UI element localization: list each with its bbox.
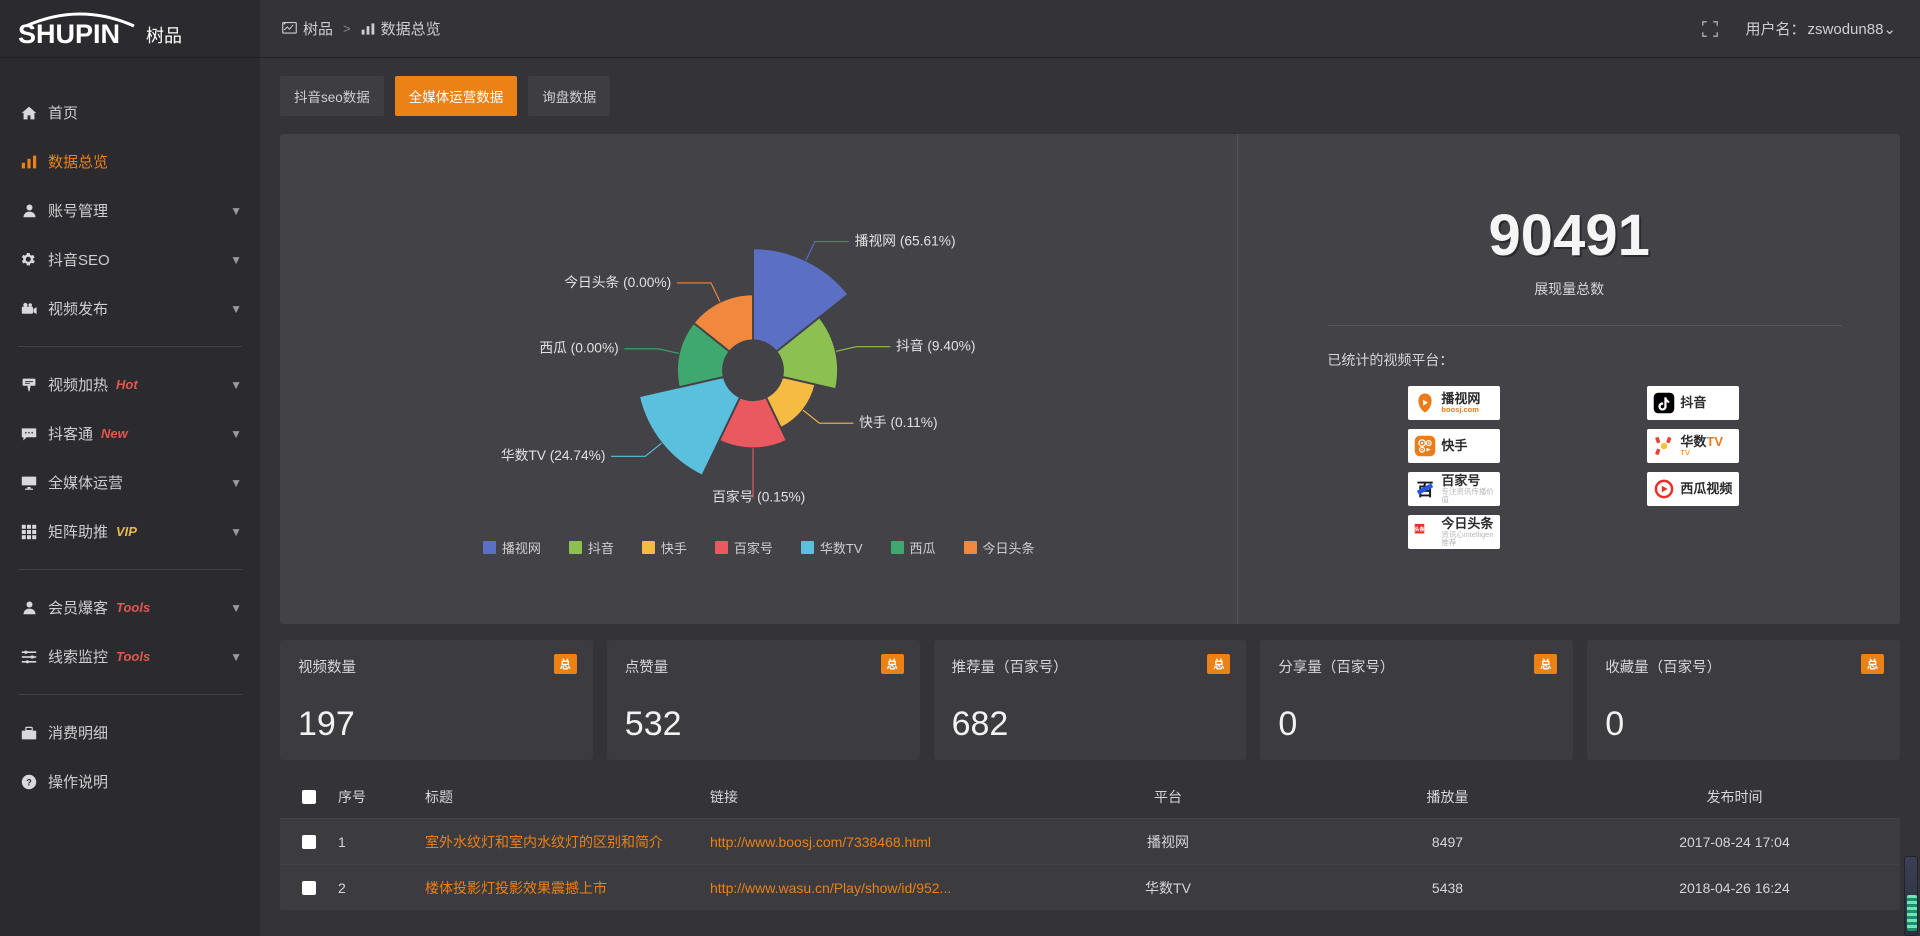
- svg-text:西瓜 (0.00%): 西瓜 (0.00%): [539, 341, 618, 356]
- svg-text:快手 (0.11%): 快手 (0.11%): [859, 415, 937, 430]
- svg-text:抖音 (9.40%): 抖音 (9.40%): [896, 338, 975, 354]
- svg-text:SHUPIN: SHUPIN: [18, 19, 120, 46]
- svg-text:百家号 (0.15%): 百家号 (0.15%): [712, 488, 805, 504]
- svg-text:树品: 树品: [146, 26, 182, 46]
- svg-text:今日头条 (0.00%): 今日头条 (0.00%): [564, 274, 671, 290]
- svg-text:华数TV (24.74%): 华数TV (24.74%): [501, 448, 606, 463]
- svg-text:?: ?: [26, 777, 31, 787]
- svg-text:播视网 (65.61%): 播视网 (65.61%): [855, 233, 956, 248]
